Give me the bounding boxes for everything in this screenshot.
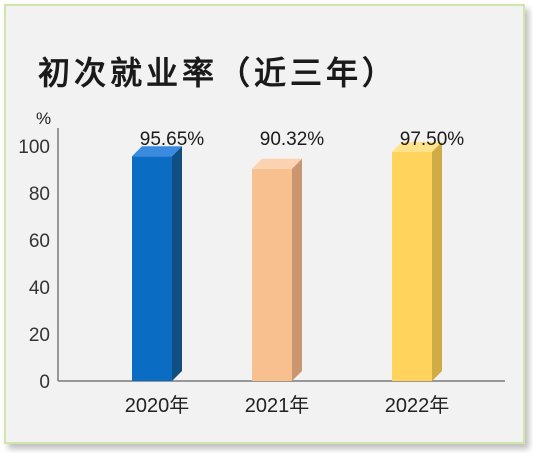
x-category-label: 2020年 <box>125 394 190 417</box>
y-tick-label: 0 <box>39 372 50 393</box>
bar-1 <box>132 146 182 381</box>
bar-front <box>392 151 432 381</box>
bar-value-label: 97.50% <box>400 129 465 150</box>
bar-side <box>432 141 442 381</box>
bar-value-label: 95.65% <box>140 129 205 150</box>
bar-top <box>132 146 182 157</box>
y-tick-label: 60 <box>29 231 50 252</box>
chart-title: 初次就业率（近三年） <box>38 54 398 92</box>
x-category-label: 2022年 <box>385 394 450 417</box>
bar-value-label: 90.32% <box>260 129 325 150</box>
y-tick-label: 80 <box>29 184 50 205</box>
bar-front <box>132 156 172 381</box>
bar-side <box>172 146 182 381</box>
bar-side <box>292 158 302 381</box>
bar-2 <box>252 158 302 381</box>
x-category-label: 2021年 <box>245 394 310 417</box>
y-tick-label: 40 <box>29 278 50 299</box>
bar-top <box>392 141 442 152</box>
y-tick-label: 20 <box>29 325 50 346</box>
y-tick-label: 100 <box>18 137 50 158</box>
bar-top <box>252 158 302 169</box>
y-axis-unit: % <box>36 109 51 128</box>
bar-3 <box>392 141 442 381</box>
bar-front <box>252 168 292 381</box>
